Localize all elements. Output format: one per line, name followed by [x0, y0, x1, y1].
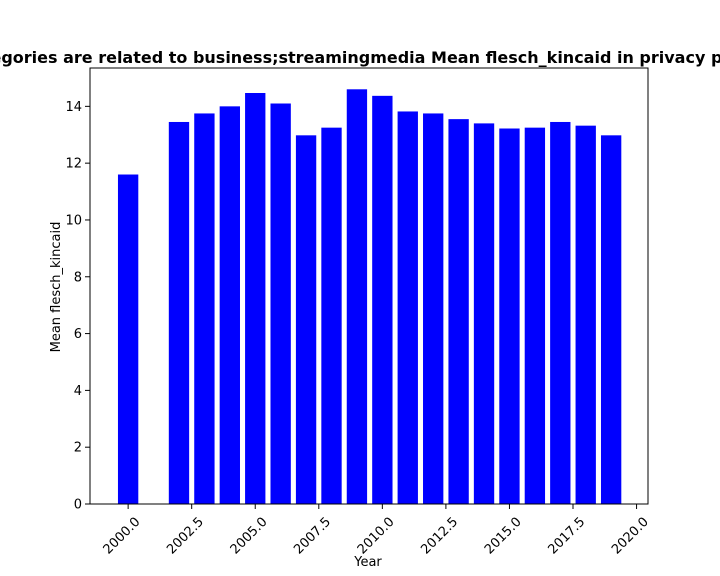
bar-2004: [219, 106, 240, 504]
x-tick-label: 2020.0: [609, 515, 652, 558]
y-axis-label: Mean flesch_kincaid: [49, 222, 64, 353]
x-tick-label: 2007.5: [291, 515, 334, 558]
chart-title: Categories are related to business;strea…: [0, 48, 720, 67]
bar-2002: [168, 121, 190, 504]
x-tick-label: 2002.5: [164, 515, 207, 558]
x-tick-label: 2017.5: [545, 515, 588, 558]
plot-frame: [89, 67, 649, 505]
bar-2006: [270, 103, 291, 504]
bars-group: [117, 89, 622, 505]
x-tick-label: 2012.5: [418, 515, 461, 558]
bar-2012: [423, 113, 444, 504]
bar-2017: [550, 121, 571, 504]
bar-2000: [117, 174, 139, 504]
y-tick-label: 4: [74, 384, 82, 399]
bar-2010: [372, 95, 393, 504]
bar-2019: [600, 135, 622, 504]
bar-2014: [473, 123, 495, 504]
bar-2011: [397, 111, 418, 505]
y-tick-label: 12: [65, 157, 82, 172]
bar-2015: [499, 128, 520, 504]
y-axis-ticks: 0 2 4 6 8 10 12 14: [65, 100, 90, 513]
bar-2007: [295, 135, 317, 504]
bar-2013: [448, 119, 469, 504]
y-tick-label: 8: [74, 270, 82, 285]
x-axis-ticks: 2000.0 2002.5 2005.0 2007.5 2010.0 2012.5 2015…: [101, 504, 652, 557]
x-tick-label: 2005.0: [228, 515, 271, 558]
x-tick-label: 2010.0: [355, 515, 398, 558]
y-tick-label: 14: [65, 100, 82, 115]
bar-2016: [524, 127, 546, 505]
y-tick-label: 10: [65, 213, 82, 228]
x-tick-label: 2000.0: [101, 515, 144, 558]
bar-2005: [245, 93, 266, 504]
y-tick-label: 0: [74, 498, 82, 513]
bar-2009: [346, 89, 368, 505]
bar-2008: [321, 127, 342, 505]
y-tick-label: 2: [74, 441, 82, 456]
x-axis-label: Year: [353, 555, 382, 570]
bar-2018: [575, 125, 596, 504]
bar-2003: [194, 113, 215, 504]
y-tick-label: 6: [74, 327, 82, 342]
x-tick-label: 2015.0: [482, 515, 525, 558]
